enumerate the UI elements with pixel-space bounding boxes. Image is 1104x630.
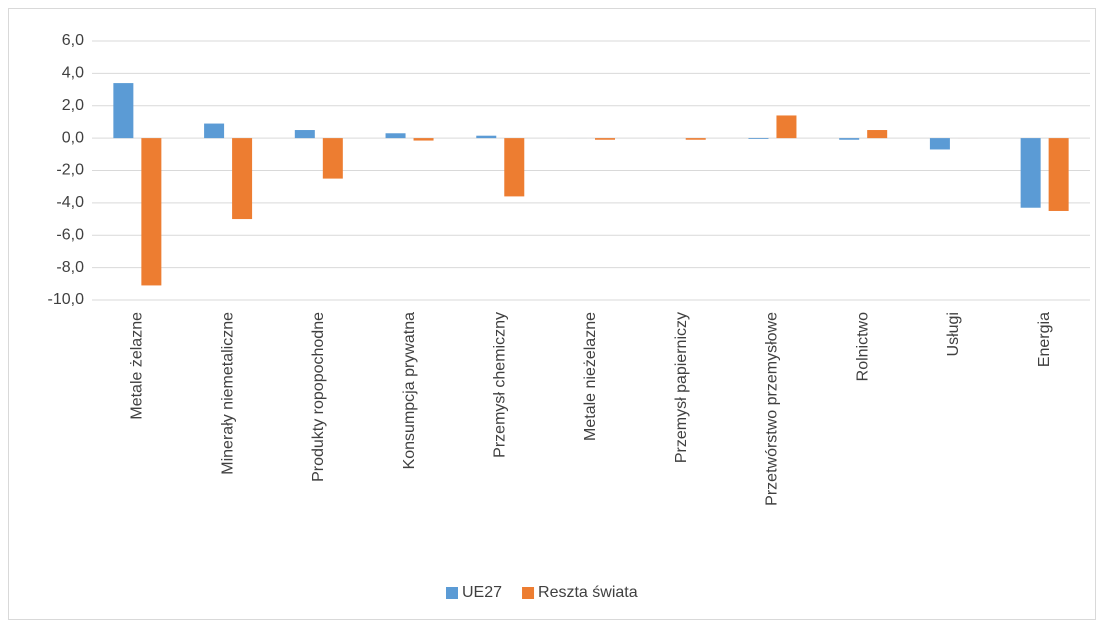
bar: [295, 130, 315, 138]
x-tick-label: Metale żelazne: [129, 312, 146, 420]
bar: [323, 138, 343, 178]
bar: [504, 138, 524, 196]
bar: [1021, 138, 1041, 208]
x-tick-label: Przemysł chemiczny: [491, 312, 508, 458]
x-tick-label: Energia: [1036, 312, 1053, 367]
bar: [686, 138, 706, 140]
x-tick-label: Przemysł papierniczy: [673, 312, 690, 463]
y-tick-label: 0,0: [62, 129, 84, 146]
y-tick-label: 2,0: [62, 97, 84, 114]
x-tick-label: Rolnictwo: [854, 312, 871, 381]
y-tick-label: -6,0: [56, 226, 84, 243]
x-tick-label: Minerały niemetaliczne: [219, 312, 236, 475]
legend-swatch: [522, 587, 534, 599]
y-tick-label: -8,0: [56, 259, 84, 276]
legend-label: UE27: [462, 584, 502, 601]
y-tick-label: -2,0: [56, 162, 84, 179]
legend-label: Reszta świata: [538, 584, 638, 601]
bar: [1049, 138, 1069, 211]
x-tick-label: Konsumpcja prywatna: [401, 312, 418, 470]
x-tick-label: Produkty ropopochodne: [310, 312, 327, 482]
y-tick-label: 4,0: [62, 65, 84, 82]
bar: [867, 130, 887, 138]
bar: [414, 138, 434, 140]
bar: [748, 138, 768, 139]
bar: [141, 138, 161, 285]
y-tick-label: 6,0: [62, 32, 84, 49]
y-tick-label: -10,0: [48, 291, 85, 308]
bar: [776, 115, 796, 138]
chart-border: [9, 9, 1096, 620]
bar: [930, 138, 950, 149]
bar: [232, 138, 252, 219]
bar: [476, 136, 496, 138]
y-tick-label: -4,0: [56, 194, 84, 211]
x-tick-label: Przetwórstwo przemysłowe: [764, 312, 781, 506]
bar: [386, 133, 406, 138]
legend-swatch: [446, 587, 458, 599]
bar: [113, 83, 133, 138]
x-tick-label: Usługi: [945, 312, 962, 356]
bar: [839, 138, 859, 140]
bar: [204, 124, 224, 139]
bar: [595, 138, 615, 140]
x-tick-label: Metale nieżelazne: [582, 312, 599, 441]
